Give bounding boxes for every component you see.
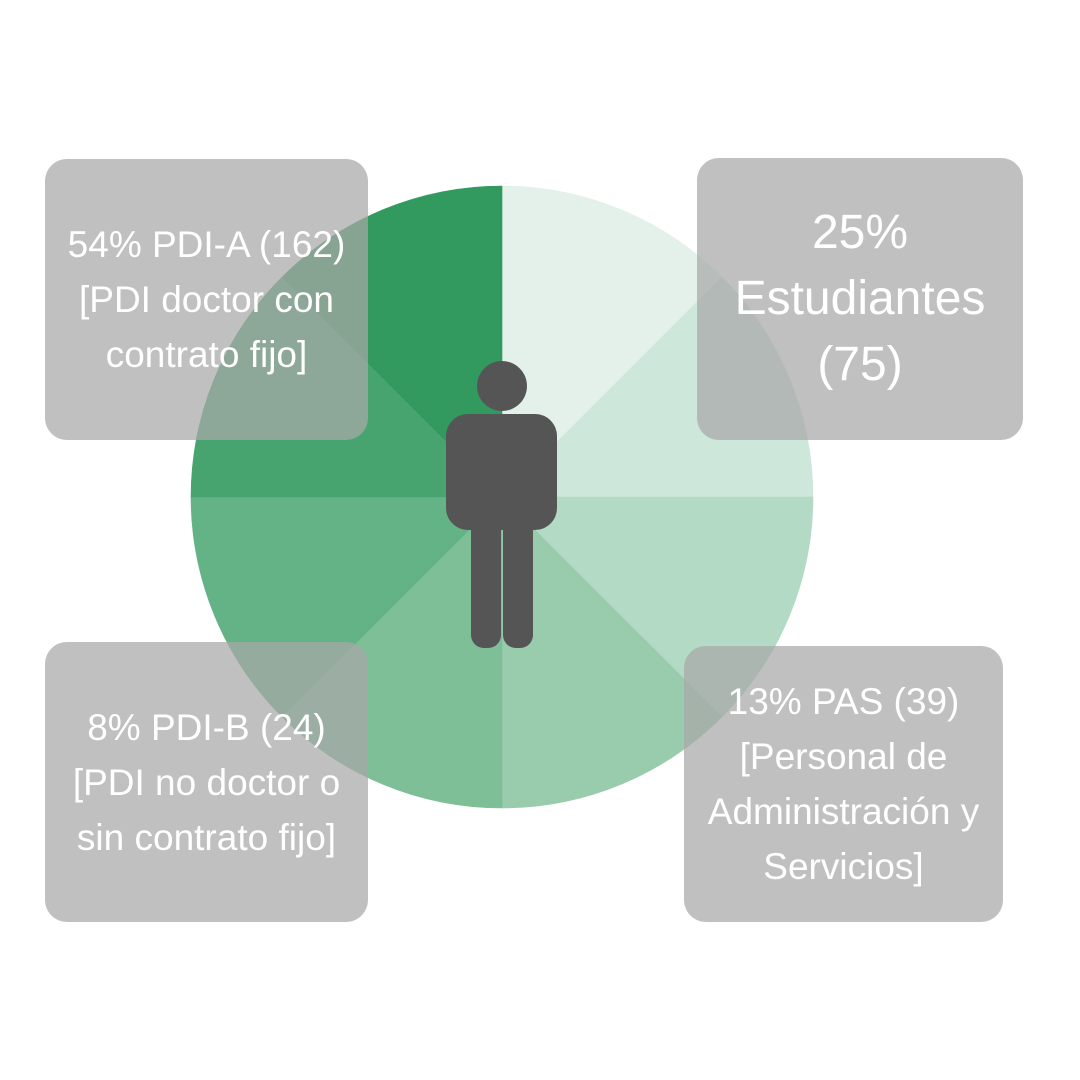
label-estudiantes-text: 25% Estudiantes (75) bbox=[711, 200, 1009, 398]
label-pas: 13% PAS (39) [Personal de Administración… bbox=[684, 646, 1003, 922]
label-pdi-a-text: 54% PDI-A (162) [PDI doctor con contrato… bbox=[59, 217, 354, 382]
label-pdi-b: 8% PDI-B (24) [PDI no doctor o sin contr… bbox=[45, 642, 368, 922]
label-pas-text: 13% PAS (39) [Personal de Administración… bbox=[690, 674, 997, 894]
label-pdi-a: 54% PDI-A (162) [PDI doctor con contrato… bbox=[45, 159, 368, 440]
label-pdi-b-text: 8% PDI-B (24) [PDI no doctor o sin contr… bbox=[59, 700, 354, 865]
label-estudiantes: 25% Estudiantes (75) bbox=[697, 158, 1023, 440]
